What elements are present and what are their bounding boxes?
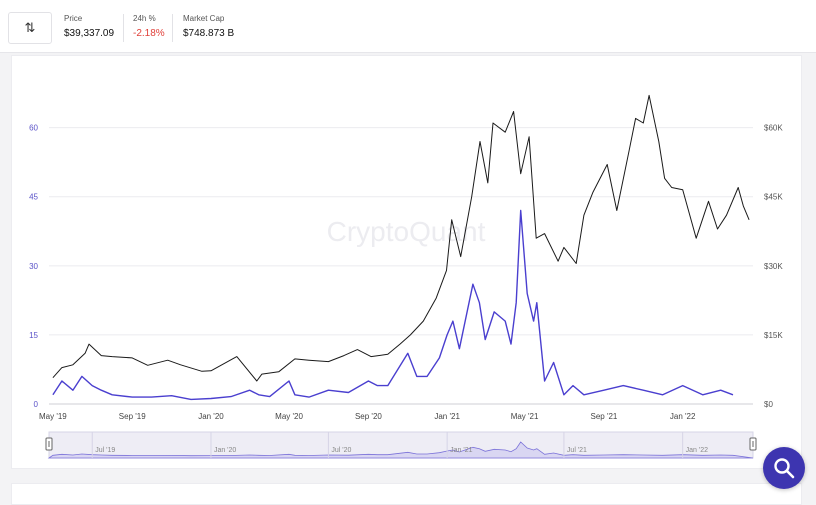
grid-lines: [49, 127, 753, 405]
x-tick-label: Sep '19: [119, 412, 146, 421]
right-y-tick-label: $30K: [764, 262, 783, 271]
market-cap-stat: Market Cap $748.873 B: [183, 14, 234, 40]
left-y-tick-label: 30: [29, 262, 38, 271]
right-axis-series-line: [52, 94, 750, 382]
left-y-tick-label: 15: [29, 331, 38, 340]
x-tick-label: Sep '20: [355, 412, 382, 421]
left-y-tick-label: 60: [29, 124, 38, 133]
navigator-tick-label: Jul '20: [331, 447, 351, 454]
left-y-tick-label: 45: [29, 193, 38, 202]
swap-vertical-icon: ⇅: [24, 20, 36, 35]
x-tick-label: May '20: [275, 412, 303, 421]
market-cap-value: $748.873 B: [183, 28, 235, 39]
right-y-tick-label: $15K: [764, 331, 783, 340]
price-label: Price: [64, 14, 83, 23]
top-stats-bar: ⇅ Price $39,337.09 24h % -2.18% Market C…: [0, 0, 816, 53]
price-value: $39,337.09: [64, 28, 115, 39]
swap-button[interactable]: ⇅: [8, 12, 52, 44]
change-label: 24h %: [133, 14, 156, 23]
stat-divider: [123, 14, 124, 42]
x-tick-label: May '21: [511, 412, 539, 421]
stat-divider: [172, 14, 173, 42]
price-stat: Price $39,337.09: [64, 14, 114, 40]
chart-card: [11, 55, 802, 469]
right-y-tick-label: $0: [764, 400, 773, 409]
navigator-tick-label: Jan '21: [450, 447, 472, 454]
range-navigator[interactable]: Jul '19 Jan '20 Jul '20 Jan '21 Jul '21 Jan '…: [45, 431, 757, 459]
navigator-tick-label: Jan '20: [214, 447, 236, 454]
x-tick-label: May '19: [39, 412, 67, 421]
series-lines: [52, 94, 750, 401]
change-stat: 24h % -2.18%: [133, 14, 165, 40]
navigator-tick-label: Jul '19: [95, 447, 115, 454]
left-axis-series-line: [52, 209, 734, 401]
x-tick-label: Sep '21: [590, 412, 617, 421]
navigator-tick-label: Jan '22: [686, 447, 708, 454]
right-y-tick-label: $45K: [764, 193, 783, 202]
navigator-tick-label: Jul '21: [567, 447, 587, 454]
left-y-axis: 0 15 30 45 60: [29, 124, 38, 409]
x-tick-label: Jan '22: [670, 412, 696, 421]
search-fab-button[interactable]: [763, 447, 805, 489]
change-value: -2.18%: [133, 28, 165, 39]
watermark: CryptoQuant: [327, 216, 486, 247]
x-tick-label: Jan '20: [198, 412, 224, 421]
left-y-tick-label: 0: [34, 400, 39, 409]
market-cap-label: Market Cap: [183, 14, 225, 23]
x-tick-label: Jan '21: [434, 412, 460, 421]
right-y-axis: $0 $15K $30K $45K $60K: [764, 124, 783, 409]
right-y-tick-label: $60K: [764, 124, 783, 133]
search-icon: [774, 458, 795, 479]
x-axis: May '19 Sep '19 Jan '20 May '20 Sep '20 Jan '…: [39, 412, 696, 421]
